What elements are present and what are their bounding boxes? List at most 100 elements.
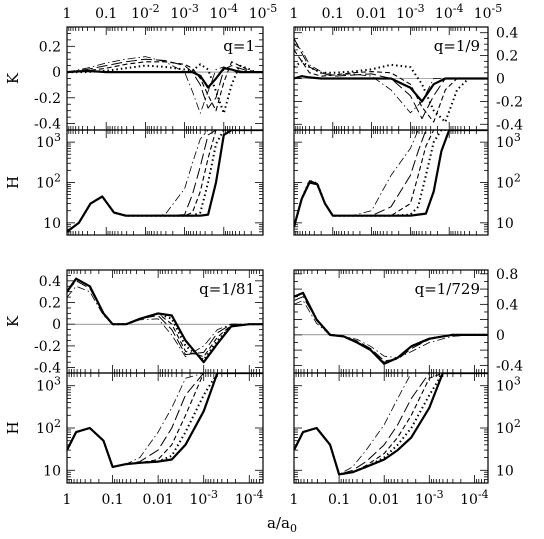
k-series-group (294, 38, 488, 123)
k-y-tick-label: 0.2 (39, 39, 61, 55)
h-y-tick-label: 10 (496, 463, 514, 479)
x-tick-label: 10-5 (249, 2, 278, 22)
h-series-dash-dot (67, 373, 263, 468)
h-axis-label: H (4, 176, 22, 189)
panel-bottom-left: 1 0.1 0.01 10-3 10-4 0.4 0.2 0 -0.2 -0.4 10 102 103 K… (4, 269, 264, 508)
x-tick-label: 0.1 (101, 492, 123, 508)
k-axis-label: K (4, 72, 22, 84)
h-y-tick-label: 10 (43, 463, 61, 479)
h-y-tick-label: 103 (36, 131, 61, 151)
h-axis-label: H (4, 421, 22, 434)
k-series-long-dash (294, 38, 488, 120)
h-series-dash-dot (67, 130, 263, 233)
k-y-tick-label: -0.4 (496, 358, 523, 374)
k-series-dotted (67, 63, 263, 115)
k-series-dotted (294, 291, 488, 365)
x-tick-label: 1 (290, 6, 299, 22)
k-series-solid-thick (67, 67, 263, 89)
x-tick-label: 10-3 (396, 2, 425, 22)
h-y-tick-label: 103 (496, 375, 521, 395)
h-y-tick-label: 10 (43, 216, 61, 232)
k-series-dotted (294, 60, 488, 123)
k-series-dash-dot (294, 300, 488, 359)
x-axis-label: a/a0 (267, 514, 297, 535)
k-y-tick-label: -0.4 (496, 117, 523, 133)
k-series-short-dash (294, 49, 488, 123)
x-tick-label: 10-5 (474, 2, 503, 22)
x-tick-label: 10-3 (189, 488, 218, 508)
k-series-group (67, 56, 263, 115)
h-series-long-dash (294, 373, 488, 475)
panel-top-right: 1 0.1 0.01 10-3 10-4 10-5 0.4 0.2 0 -0.2 -0.4 10 102… (290, 2, 523, 236)
h-y-tick-label: 102 (36, 172, 61, 192)
x-tick-label: 0.01 (356, 6, 387, 22)
k-series-group (294, 291, 488, 365)
h-frame (66, 372, 264, 484)
k-y-tick-label: 0 (496, 72, 505, 88)
h-series-group (67, 373, 263, 468)
x-tick-label: 10-4 (460, 488, 489, 508)
h-y-tick-label: 102 (496, 172, 521, 192)
h-series-solid-thick (294, 130, 488, 228)
h-series-dotted (67, 130, 263, 233)
h-y-tick-label: 10 (496, 216, 514, 232)
x-tick-label: 10-4 (235, 488, 264, 508)
k-y-tick-label: 0 (52, 65, 61, 81)
h-y-tick-label: 103 (36, 375, 61, 395)
h-series-group (294, 130, 488, 228)
x-tick-label: 1 (290, 492, 299, 508)
k-y-tick-label: 0.4 (39, 274, 61, 290)
h-y-tick-label: 103 (496, 131, 521, 151)
x-tick-label: 1 (63, 492, 72, 508)
h-frame (293, 129, 489, 236)
h-series-dotted (294, 373, 488, 476)
k-series-short-dash (67, 61, 263, 112)
k-y-tick-label: 0.4 (496, 26, 518, 42)
h-y-tick-label: 102 (36, 417, 61, 437)
k-series-group (67, 277, 263, 364)
h-series-dotted (294, 130, 488, 228)
k-series-long-dash (67, 58, 263, 109)
k-y-tick-label: 0.4 (496, 297, 518, 313)
k-series-dash-dot (294, 43, 488, 114)
h-series-dash-dot (294, 130, 488, 227)
x-tick-label: 0.01 (143, 492, 174, 508)
h-series-long-dash (294, 130, 488, 227)
chart-panels: 1 0.1 10-2 10-3 10-4 10-50.20-0.2-0.410102103… (4, 2, 523, 508)
x-tick-label: 0.1 (95, 6, 117, 22)
h-series-dash-dot (294, 373, 488, 475)
panel-bottom-right: 1 0.1 0.01 10-3 10-4 0.8 0.4 0 -0.4 10 102 103 q=1/7… (290, 267, 524, 508)
k-y-tick-label: 0.8 (496, 267, 518, 283)
x-tick-label: 1 (63, 6, 72, 22)
k-series-long-dash (294, 296, 488, 362)
k-y-tick-label: -0.2 (34, 339, 61, 355)
k-series-solid-thick (294, 75, 488, 103)
x-tick-label: 10-3 (170, 2, 199, 22)
panel-annotation: q=1/9 (434, 37, 480, 55)
h-series-group (67, 130, 263, 233)
k-series-short-dash (67, 278, 263, 358)
x-tick-label: 0.1 (328, 492, 350, 508)
k-y-tick-label: -0.4 (34, 361, 61, 377)
k-series-dash-dot (67, 285, 263, 358)
k-y-tick-label: 0.2 (496, 49, 518, 65)
h-frame (66, 129, 264, 236)
h-series-group (294, 373, 488, 476)
panel-annotation: q=1/729 (415, 280, 480, 298)
h-series-short-dash (294, 130, 488, 227)
x-tick-label: 10-2 (131, 2, 160, 22)
k-axis-label: K (4, 315, 22, 327)
k-y-tick-label: 0 (496, 328, 505, 344)
panel-annotation: q=1 (223, 37, 255, 55)
x-tick-label: 10-4 (210, 2, 239, 22)
k-y-tick-label: -0.2 (496, 94, 523, 110)
k-series-dash-dot (67, 56, 263, 114)
h-series-long-dash (67, 373, 263, 468)
h-y-tick-label: 102 (496, 417, 521, 437)
k-y-tick-label: 0 (52, 317, 61, 333)
k-y-tick-label: -0.4 (34, 117, 61, 133)
k-y-tick-label: -0.2 (34, 91, 61, 107)
h-series-short-dash (294, 373, 488, 475)
x-tick-label: 10-4 (435, 2, 464, 22)
k-series-long-dash (67, 280, 263, 356)
